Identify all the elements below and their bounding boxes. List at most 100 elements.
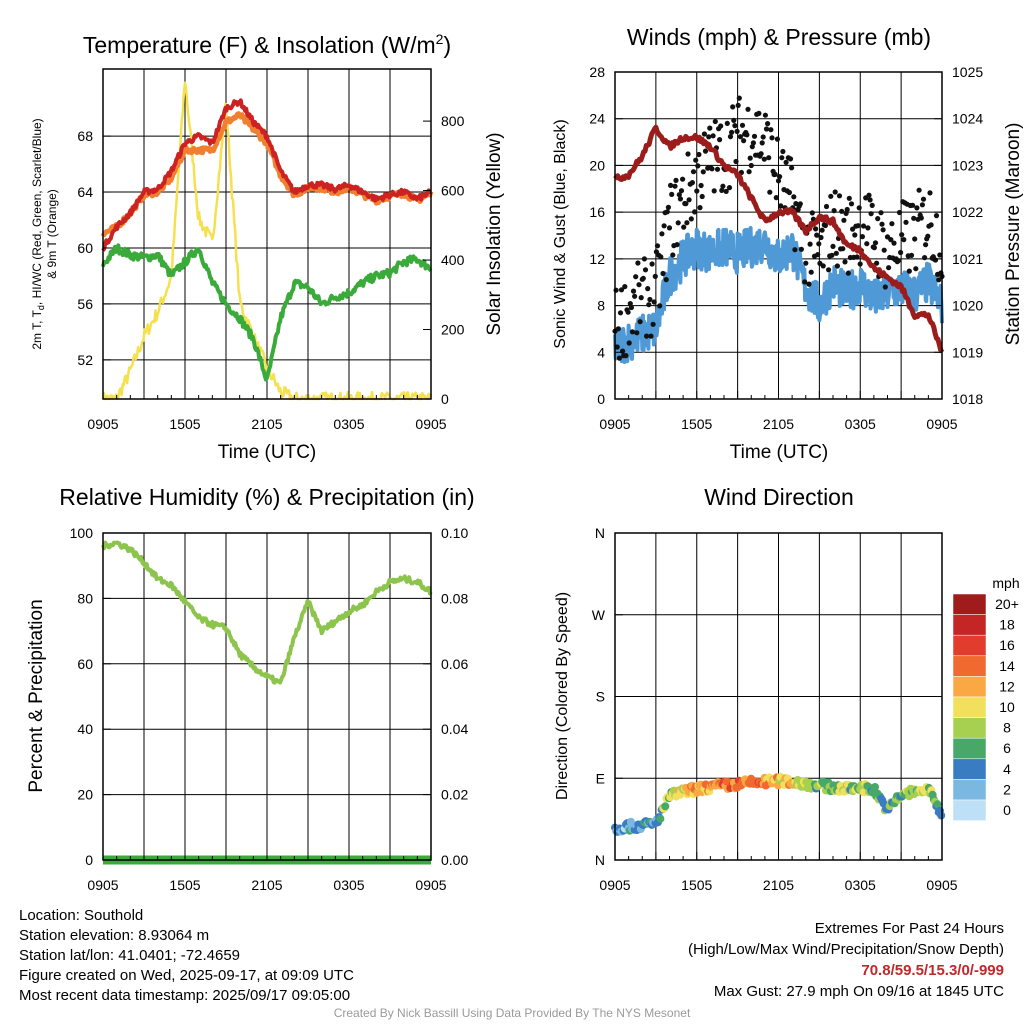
gust-point xyxy=(707,125,713,131)
gust-point xyxy=(879,221,885,227)
gust-point xyxy=(719,187,725,193)
gust-point xyxy=(927,190,933,196)
gust-point xyxy=(848,201,855,207)
gust-point xyxy=(869,202,875,208)
gust-point xyxy=(906,268,912,274)
gust-point xyxy=(694,188,700,194)
humidity-y-axis-label: Percent & Precipitation xyxy=(26,599,47,792)
temperature-x-tick-label: 1505 xyxy=(169,416,200,432)
humidity-x-tick-label: 0305 xyxy=(333,877,364,893)
gust-point xyxy=(629,329,636,335)
gust-point xyxy=(702,148,709,154)
gust-point xyxy=(814,232,820,238)
gust-point xyxy=(932,257,939,263)
gust-point xyxy=(733,158,739,165)
gust-point xyxy=(739,122,746,128)
gust-point xyxy=(689,180,696,186)
gust-point xyxy=(674,242,680,248)
gust-point xyxy=(769,135,775,141)
relative-humidity-line xyxy=(101,540,433,685)
gust-point xyxy=(889,221,895,227)
gust-point xyxy=(780,148,786,155)
winds-y-tick-label: 4 xyxy=(597,344,605,360)
gust-point xyxy=(756,110,762,116)
gust-point xyxy=(699,193,705,200)
direction-x-tick-label: 1505 xyxy=(681,877,712,893)
gust-point xyxy=(745,106,751,112)
gust-point xyxy=(854,254,860,260)
gust-point xyxy=(774,136,781,142)
gust-point xyxy=(684,220,690,226)
gust-point xyxy=(670,252,676,258)
gust-point xyxy=(816,241,822,247)
winds-y2-tick-label: 1019 xyxy=(952,344,983,360)
humidity-panel-title: Relative Humidity (%) & Precipitation (i… xyxy=(59,484,474,510)
winds-y-tick-label: 16 xyxy=(589,204,605,220)
gust-point xyxy=(797,201,803,207)
direction-x-tick-label: 2105 xyxy=(763,877,794,893)
tick-layer: 0905 1505 2105 0305 090552566064680200400600… xyxy=(70,64,984,893)
direction-x-tick-label: 0305 xyxy=(845,877,876,893)
gust-point xyxy=(886,265,892,271)
gust-point xyxy=(815,252,821,258)
humidity-y2-tick-label: 0.10 xyxy=(441,525,468,541)
gust-point xyxy=(868,211,874,217)
speed-legend-swatch xyxy=(952,779,987,801)
gust-point xyxy=(839,208,845,214)
gust-point xyxy=(918,215,924,221)
temperature-y2-tick-label: 800 xyxy=(441,113,465,129)
gust-point xyxy=(672,183,678,189)
humidity-x-tick-label: 2105 xyxy=(251,877,282,893)
speed-legend-swatch xyxy=(952,593,987,615)
gust-point xyxy=(829,252,835,258)
direction-y-tick-label: S xyxy=(596,689,605,705)
station-info: Location: Southold Station elevation: 8.… xyxy=(19,906,354,1006)
winds-y-tick-label: 28 xyxy=(589,64,605,80)
gust-point xyxy=(888,237,894,243)
gust-point xyxy=(828,193,834,199)
gust-point xyxy=(844,206,850,213)
gust-point xyxy=(677,196,684,202)
gust-point xyxy=(846,195,852,201)
gust-point xyxy=(766,155,772,161)
temperature-panel-title: Temperature (F) & Insolation (W/m2) xyxy=(83,31,451,58)
gust-point xyxy=(645,286,651,292)
gust-point xyxy=(648,333,654,339)
gust-point xyxy=(657,303,663,309)
gust-point xyxy=(912,236,918,242)
extremes-subtitle: (High/Low/Max Wind/Precipitation/Snow De… xyxy=(688,941,1004,958)
gust-point xyxy=(644,333,650,339)
gust-point xyxy=(741,138,747,144)
direction-y-tick-label: W xyxy=(592,607,606,623)
humidity-y-tick-label: 100 xyxy=(70,525,94,541)
direction-y-tick-label: N xyxy=(595,525,605,541)
speed-legend-label: 8 xyxy=(1003,720,1011,736)
gust-point xyxy=(813,226,819,232)
winds-y-tick-label: 20 xyxy=(589,157,605,173)
humidity-y2-tick-label: 0.08 xyxy=(441,590,468,606)
winds-y-tick-label: 12 xyxy=(589,251,605,267)
gust-point xyxy=(633,274,639,280)
gust-point xyxy=(622,284,628,290)
temperature-y-tick-label: 52 xyxy=(77,352,93,368)
credit-line: Created By Nick Bassill Using Data Provi… xyxy=(333,1006,691,1020)
gust-point xyxy=(748,162,754,169)
gust-point xyxy=(761,156,767,162)
gust-point xyxy=(834,263,841,269)
direction-x-tick-label: 0905 xyxy=(926,877,957,893)
gust-point xyxy=(620,348,626,354)
gust-point xyxy=(649,261,655,267)
gust-point xyxy=(899,232,905,238)
gust-point xyxy=(920,196,927,202)
winds-x-tick-label: 2105 xyxy=(763,416,794,432)
gust-point xyxy=(852,232,858,238)
speed-legend-label: 6 xyxy=(1003,740,1011,756)
gust-point xyxy=(685,151,691,157)
direction-y-tick-label: N xyxy=(595,852,605,868)
gust-point xyxy=(720,183,726,189)
gust-point xyxy=(845,270,851,276)
gust-point xyxy=(818,234,824,241)
gust-point xyxy=(789,165,795,171)
gust-point xyxy=(635,260,641,266)
gust-point xyxy=(698,182,704,189)
